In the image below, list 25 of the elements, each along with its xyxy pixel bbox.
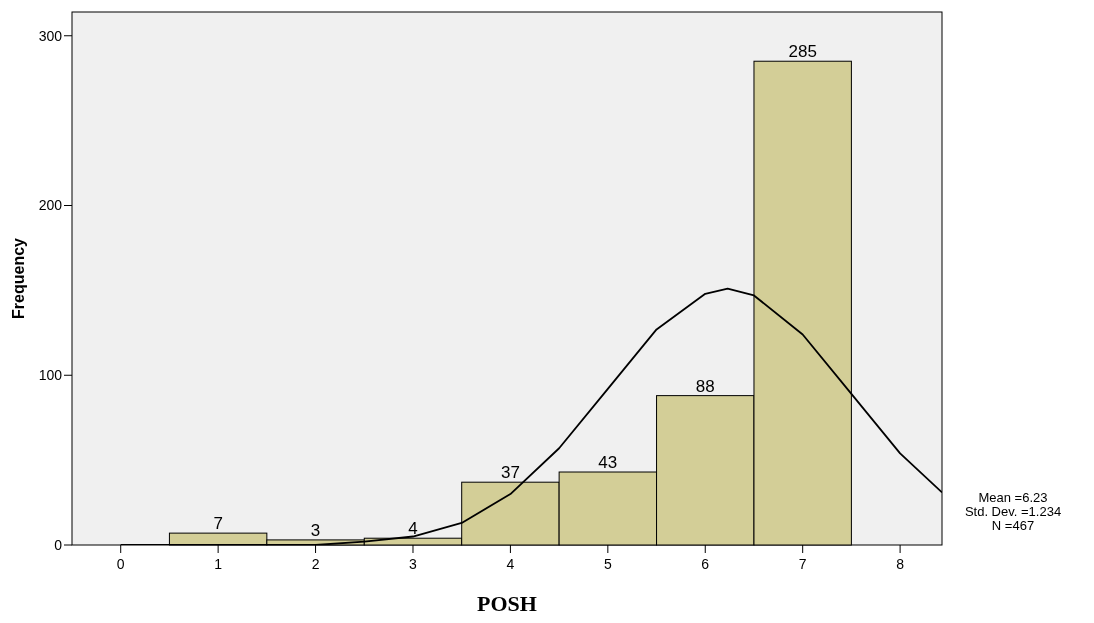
- x-tick-label: 8: [896, 556, 905, 572]
- data-label: 285: [788, 42, 817, 62]
- x-tick-label: 4: [506, 556, 515, 572]
- x-tick-label: 3: [409, 556, 418, 572]
- x-tick-label: 1: [214, 556, 223, 572]
- text: N =467: [991, 518, 1035, 533]
- x-tick-label: 7: [798, 556, 807, 572]
- y-tick-label: 100: [38, 367, 63, 384]
- x-tick-label: 2: [311, 556, 320, 572]
- data-label: 43: [598, 453, 618, 473]
- y-axis-title: Frequency: [10, 237, 27, 319]
- x-tick-label: 6: [701, 556, 710, 572]
- x-tick-label: 5: [603, 556, 612, 572]
- y-tick-label: 200: [38, 197, 63, 214]
- text: Mean =6.23: [978, 490, 1048, 505]
- text: Std. Dev. =1.234: [964, 504, 1062, 519]
- data-label: 4: [408, 519, 418, 539]
- x-tick-label: 0: [116, 556, 125, 572]
- data-label: 7: [213, 514, 223, 534]
- data-label: 88: [695, 376, 715, 396]
- x-axis-title: POSH: [477, 591, 537, 616]
- data-label: 37: [500, 463, 520, 483]
- data-label: 3: [310, 520, 321, 540]
- y-tick-label: 0: [54, 536, 63, 553]
- y-tick-label: 300: [38, 27, 63, 44]
